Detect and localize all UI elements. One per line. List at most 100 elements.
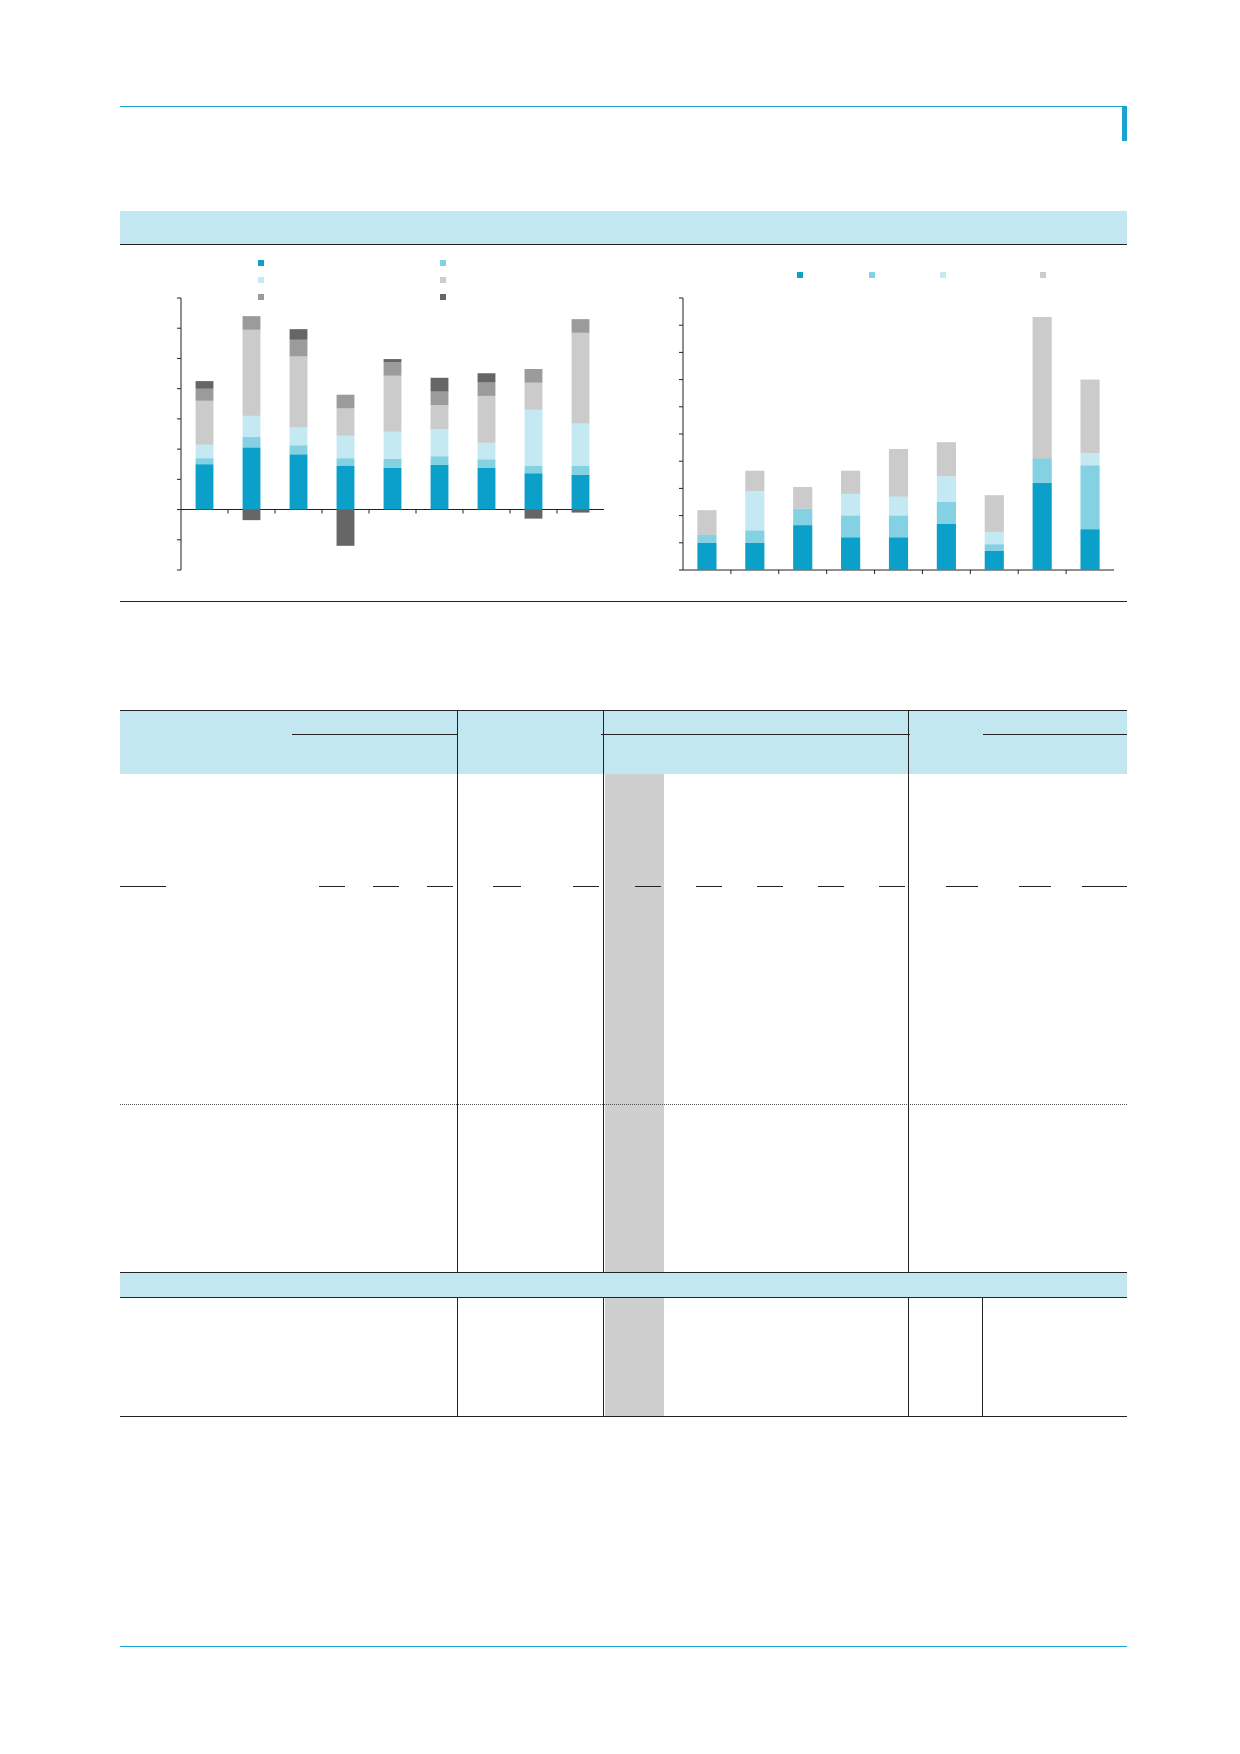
bar-segment-series-4: [745, 470, 765, 492]
bar-segment-series-2: [888, 515, 909, 538]
table-section-divider: [120, 1104, 1127, 1105]
bar-segment-series-6: [289, 329, 308, 340]
bar-segment-series-2: [242, 437, 261, 448]
column-underline: [373, 886, 399, 887]
bar-segment-series-5: [383, 362, 402, 376]
table-header-band: [120, 711, 1127, 774]
bar-segment-series-4: [697, 510, 717, 535]
section-marker: [1122, 106, 1127, 141]
bar-segment-series-2: [524, 465, 543, 474]
bar-segment-series-3: [524, 409, 543, 466]
bar-segment-series-4: [383, 375, 402, 432]
bar-segment-series-3: [745, 491, 765, 531]
bar-segment-series-6: [477, 373, 496, 383]
bar-segment-series-1: [242, 447, 261, 510]
column-underline: [696, 886, 722, 887]
bar-segment-series-6: [195, 381, 214, 389]
bar-segment-series-4: [571, 332, 590, 424]
bar-segment-series-3: [430, 429, 449, 457]
bar-segment-series-4: [477, 395, 496, 443]
column-underline: [818, 886, 844, 887]
bar-segment-series-2: [383, 458, 402, 468]
bar-segment-series-3: [242, 415, 261, 438]
bar-segment-series-1: [1080, 529, 1100, 570]
bar-segment-series-4: [289, 356, 308, 428]
bar-segment-series-4: [936, 442, 956, 477]
column-underline: [319, 886, 345, 887]
bar-segment-series-4: [195, 400, 214, 445]
column-underline: [427, 886, 453, 887]
bar-segment-series-4: [524, 382, 543, 410]
table-column-divider: [603, 711, 604, 1417]
legend-swatch-series-2: [440, 260, 446, 266]
bar-segment-series-2: [793, 508, 813, 526]
bar-segment-series-3: [984, 531, 1004, 545]
bar-segment-series-2: [984, 544, 1004, 551]
table-highlight-column-upper: [605, 774, 664, 1272]
bar-segment-series-4: [336, 408, 355, 436]
bar-segment-series-1: [1032, 482, 1052, 570]
legend-swatch-series-1: [258, 260, 264, 266]
column-underline: [120, 886, 166, 887]
table-column-divider: [457, 711, 458, 1417]
column-underline: [1082, 886, 1127, 887]
legend-swatch-series-4: [440, 277, 446, 283]
bar-segment-series-2: [289, 445, 308, 455]
bar-segment-series-2: [336, 458, 355, 466]
bar-segment-series-2: [936, 502, 956, 524]
bar-segment-series-5: [336, 394, 355, 409]
table-header-subrule-left: [292, 734, 457, 735]
bar-segment-series-2: [697, 534, 717, 543]
column-underline: [757, 886, 783, 887]
bar-segment-series-2: [477, 459, 496, 468]
bar-segment-series-4: [1080, 379, 1100, 454]
chart-panel-header: [120, 211, 1127, 244]
bar-segment-series-3: [336, 435, 355, 459]
column-underline: [1019, 886, 1051, 887]
column-underline: [635, 886, 661, 887]
bar-segment-series-4: [242, 329, 261, 416]
table-column-divider: [982, 1272, 983, 1417]
bar-segment-series-4: [984, 495, 1004, 532]
bar-segment-series-5: [289, 339, 308, 357]
table-top-rule: [120, 710, 1127, 711]
bar-segment-series-2: [571, 465, 590, 475]
bar-segment-series-1: [745, 542, 765, 570]
bar-segment-series-5: [477, 382, 496, 396]
bar-segment-series-1: [289, 454, 308, 510]
bar-segment-series-4: [793, 487, 813, 509]
table-subsection-top-rule: [120, 1272, 1127, 1273]
bar-segment-series-6: [383, 359, 402, 363]
column-underline: [879, 886, 905, 887]
bar-segment-series-5: [430, 391, 449, 405]
bar-segment-series-2: [1080, 465, 1100, 530]
bar-segment-series-3: [195, 444, 214, 459]
table-header-subrule-mid: [601, 734, 910, 735]
bar-segment-series-2: [841, 515, 861, 538]
bar-segment-series-3: [289, 427, 308, 446]
top-accent-rule: [120, 106, 1127, 107]
bar-segment-series-3: [571, 423, 590, 466]
bar-segment-series-4: [430, 404, 449, 430]
bar-segment-series-4: [841, 470, 861, 494]
bar-segment-series-1: [841, 537, 861, 570]
bar-segment-series-4: [1032, 317, 1052, 459]
table-subsection-bottom-rule: [120, 1297, 1127, 1298]
bar-segment-series-3: [841, 493, 861, 516]
bar-segment-series-4: [888, 448, 909, 497]
table-header-subrule-right: [983, 734, 1127, 735]
chart-panel-bottom-rule: [120, 601, 1127, 602]
bar-segment-series-1: [195, 464, 214, 510]
bar-segment-series-5: [524, 369, 543, 383]
bar-segment-series-1: [336, 465, 355, 510]
bar-segment-series-3: [383, 431, 402, 459]
bar-segment-series-3: [477, 442, 496, 460]
table-highlight-column-lower: [605, 1298, 664, 1416]
bar-segment-series-1: [477, 467, 496, 510]
bar-segment-series-1: [888, 537, 909, 570]
legend-swatch-series-1: [797, 272, 803, 278]
bar-segment-series-2: [745, 530, 765, 543]
bar-segment-series-2: [195, 458, 214, 465]
